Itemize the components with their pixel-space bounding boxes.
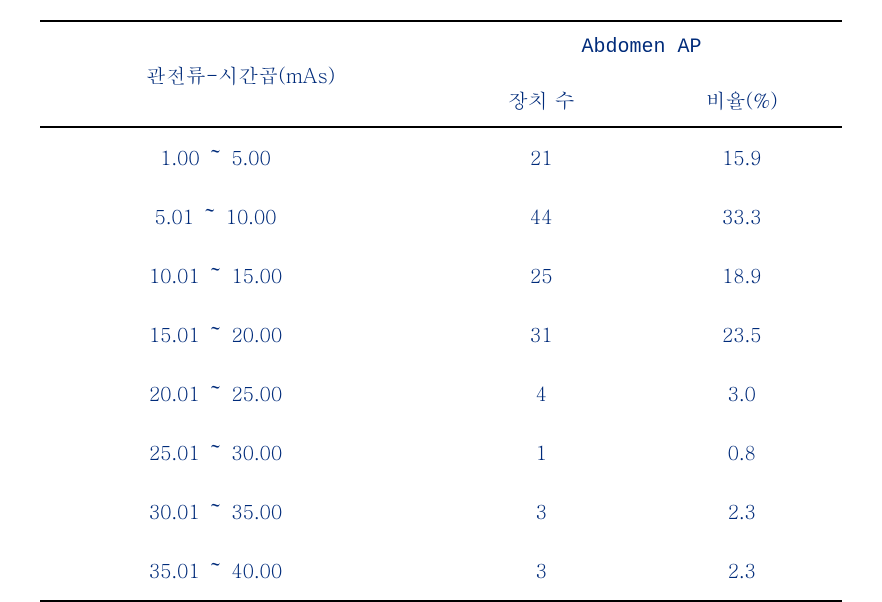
cell-ratio: 23.5: [642, 321, 843, 348]
cell-count: 3: [441, 498, 642, 525]
cell-ratio: 3.0: [642, 380, 843, 407]
column-header-group: Abdomen AP 장치 수 비율(%): [441, 22, 842, 126]
table-row: 1.00 ～ 5.00 21 15.9: [40, 128, 842, 187]
column-group-title: Abdomen AP: [441, 22, 842, 73]
table-row: 5.01 ～ 10.00 44 33.3: [40, 187, 842, 246]
table-row: 25.01 ～ 30.00 1 0.8: [40, 423, 842, 482]
cell-count: 21: [441, 144, 642, 171]
table-row: 10.01 ～ 15.00 25 18.9: [40, 246, 842, 305]
cell-ratio: 18.9: [642, 262, 843, 289]
table-row: 30.01 ～ 35.00 3 2.3: [40, 482, 842, 541]
cell-range: 5.01 ～ 10.00: [40, 203, 441, 230]
column-header-ratio: 비율(%): [642, 73, 843, 126]
table-row: 20.01 ～ 25.00 4 3.0: [40, 364, 842, 423]
cell-count: 3: [441, 557, 642, 584]
cell-ratio: 2.3: [642, 498, 843, 525]
cell-count: 1: [441, 439, 642, 466]
cell-range: 1.00 ～ 5.00: [40, 144, 441, 171]
data-table: 관전류-시간곱(mAs) Abdomen AP 장치 수 비율(%) 1.00 …: [40, 20, 842, 602]
cell-count: 25: [441, 262, 642, 289]
cell-range: 20.01 ～ 25.00: [40, 380, 441, 407]
cell-range: 35.01 ～ 40.00: [40, 557, 441, 584]
cell-range: 25.01 ～ 30.00: [40, 439, 441, 466]
cell-count: 4: [441, 380, 642, 407]
column-header-count: 장치 수: [441, 73, 642, 126]
cell-range: 15.01 ～ 20.00: [40, 321, 441, 348]
cell-range: 10.01 ～ 15.00: [40, 262, 441, 289]
column-subheaders: 장치 수 비율(%): [441, 73, 842, 126]
cell-range: 30.01 ～ 35.00: [40, 498, 441, 525]
cell-count: 44: [441, 203, 642, 230]
table-header: 관전류-시간곱(mAs) Abdomen AP 장치 수 비율(%): [40, 20, 842, 128]
table-row: 35.01 ～ 40.00 3 2.3: [40, 541, 842, 600]
cell-ratio: 33.3: [642, 203, 843, 230]
table-row: 15.01 ～ 20.00 31 23.5: [40, 305, 842, 364]
column-header-range: 관전류-시간곱(mAs): [40, 22, 441, 126]
cell-ratio: 2.3: [642, 557, 843, 584]
cell-ratio: 15.9: [642, 144, 843, 171]
table-body: 1.00 ～ 5.00 21 15.9 5.01 ～ 10.00 44 33.3…: [40, 128, 842, 602]
cell-count: 31: [441, 321, 642, 348]
cell-ratio: 0.8: [642, 439, 843, 466]
